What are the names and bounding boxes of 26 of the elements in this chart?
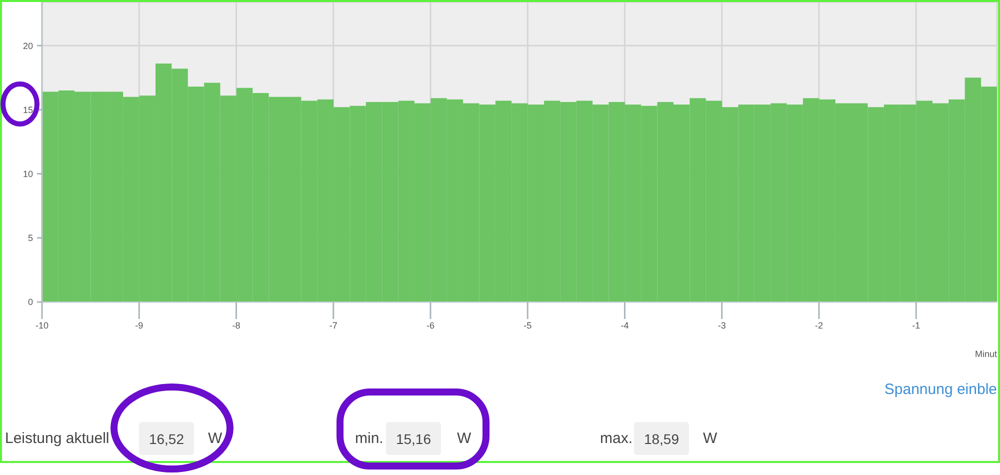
- x-tick-label: -2: [814, 320, 823, 330]
- y-tick-label: 5: [28, 233, 33, 244]
- text: min.: [355, 430, 384, 447]
- text: Leistung aktuell: [5, 430, 110, 447]
- x-tick-label: -4: [620, 320, 629, 330]
- x-tick-label: -7: [329, 320, 338, 330]
- y-tick-label: 0: [28, 297, 33, 308]
- text: max.: [600, 430, 633, 447]
- text: W: [703, 430, 718, 447]
- x-tick-label: -10: [35, 320, 49, 330]
- text: W: [457, 430, 472, 447]
- y-tick-label: 10: [22, 168, 33, 179]
- value-field: 15,16: [386, 422, 441, 455]
- text: W: [208, 430, 222, 447]
- x-tick-label: -6: [426, 320, 434, 330]
- x-axis-title: Minut: [974, 349, 997, 359]
- value-field: 16,52: [139, 422, 194, 455]
- x-tick-label: -3: [718, 320, 726, 330]
- y-tick-label: 20: [22, 40, 33, 51]
- text: Spannung einble: [884, 381, 997, 398]
- y-tick-label: 15: [22, 104, 33, 115]
- x-tick-label: -9: [135, 320, 144, 330]
- x-tick-label: -5: [524, 320, 532, 330]
- x-tick-label: -8: [232, 320, 240, 330]
- x-tick-label: -1: [912, 320, 920, 330]
- value-field: 18,59: [634, 422, 689, 455]
